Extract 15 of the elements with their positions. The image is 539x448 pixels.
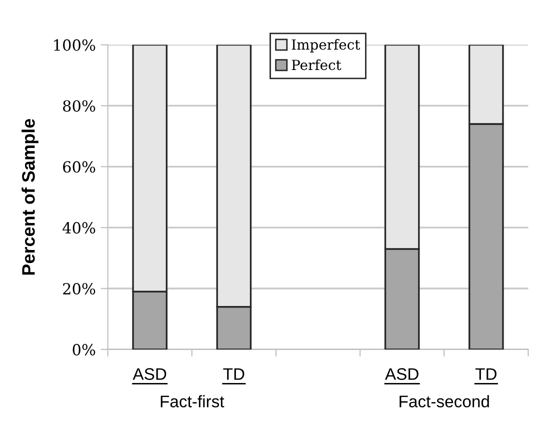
text: Fact-second [400, 395, 489, 408]
y-axis-title: Percent of Sample [22, 118, 38, 275]
y-tick-label: 20% [63, 282, 96, 295]
text: Fact-first [160, 395, 224, 408]
x-tick-label: TD [475, 368, 496, 380]
y-tick-label: 80% [63, 100, 96, 112]
y-tick-label: 100% [54, 39, 96, 51]
x-tick-label: TD [223, 368, 244, 380]
y-tick-label: 0% [72, 344, 96, 356]
x-tick-label: ASD [384, 368, 418, 380]
x-tick-label: ASD [132, 368, 166, 380]
legend-label: Perfect [292, 59, 342, 70]
y-tick-label: 60% [63, 161, 96, 173]
y-tick-label: 40% [62, 222, 96, 234]
legend-label: Imperfect [292, 39, 360, 52]
